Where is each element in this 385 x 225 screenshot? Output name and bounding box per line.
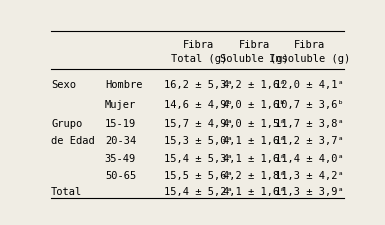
Text: 20-34: 20-34 <box>105 135 136 145</box>
Text: 15,4 ± 5,2ᵃ: 15,4 ± 5,2ᵃ <box>164 187 233 197</box>
Text: 4,1 ± 1,6ᵃ: 4,1 ± 1,6ᵃ <box>223 187 285 197</box>
Text: 14,6 ± 4,9ᵇ: 14,6 ± 4,9ᵇ <box>164 99 233 109</box>
Text: 10,7 ± 3,6ᵇ: 10,7 ± 3,6ᵇ <box>275 99 343 109</box>
Text: 16,2 ± 5,3ᵃ: 16,2 ± 5,3ᵃ <box>164 80 233 90</box>
Text: Fibra: Fibra <box>294 40 325 50</box>
Text: de Edad: de Edad <box>51 135 95 145</box>
Text: Grupo: Grupo <box>51 118 82 128</box>
Text: 4,0 ± 1,6ᵇ: 4,0 ± 1,6ᵇ <box>223 99 285 109</box>
Text: 11,7 ± 3,8ᵃ: 11,7 ± 3,8ᵃ <box>275 118 343 128</box>
Text: 4,2 ± 1,6ᵃ: 4,2 ± 1,6ᵃ <box>223 80 285 90</box>
Text: Fibra: Fibra <box>238 40 270 50</box>
Text: 50-65: 50-65 <box>105 170 136 180</box>
Text: Mujer: Mujer <box>105 99 136 109</box>
Text: Soluble (g): Soluble (g) <box>219 54 288 64</box>
Text: 4,2 ± 1,8ᵃ: 4,2 ± 1,8ᵃ <box>223 170 285 180</box>
Text: Total (g): Total (g) <box>171 54 227 64</box>
Text: Hombre: Hombre <box>105 80 142 90</box>
Text: 11,3 ± 3,9ᵃ: 11,3 ± 3,9ᵃ <box>275 187 343 197</box>
Text: 15-19: 15-19 <box>105 118 136 128</box>
Text: Sexo: Sexo <box>51 80 76 90</box>
Text: 4,1 ± 1,6ᵃ: 4,1 ± 1,6ᵃ <box>223 135 285 145</box>
Text: 15,4 ± 5,3ᵃ: 15,4 ± 5,3ᵃ <box>164 153 233 163</box>
Text: Fibra: Fibra <box>183 40 214 50</box>
Text: 15,7 ± 4,9ᵃ: 15,7 ± 4,9ᵃ <box>164 118 233 128</box>
Text: Insoluble (g): Insoluble (g) <box>269 54 350 64</box>
Text: 15,3 ± 5,0ᵃ: 15,3 ± 5,0ᵃ <box>164 135 233 145</box>
Text: Total: Total <box>51 187 82 197</box>
Text: 11,3 ± 4,2ᵃ: 11,3 ± 4,2ᵃ <box>275 170 343 180</box>
Text: 15,5 ± 5,6ᵃ: 15,5 ± 5,6ᵃ <box>164 170 233 180</box>
Text: 11,4 ± 4,0ᵃ: 11,4 ± 4,0ᵃ <box>275 153 343 163</box>
Text: 35-49: 35-49 <box>105 153 136 163</box>
Text: 4,1 ± 1,6ᵃ: 4,1 ± 1,6ᵃ <box>223 153 285 163</box>
Text: 4,0 ± 1,5ᵃ: 4,0 ± 1,5ᵃ <box>223 118 285 128</box>
Text: 11,2 ± 3,7ᵃ: 11,2 ± 3,7ᵃ <box>275 135 343 145</box>
Text: 12,0 ± 4,1ᵃ: 12,0 ± 4,1ᵃ <box>275 80 343 90</box>
